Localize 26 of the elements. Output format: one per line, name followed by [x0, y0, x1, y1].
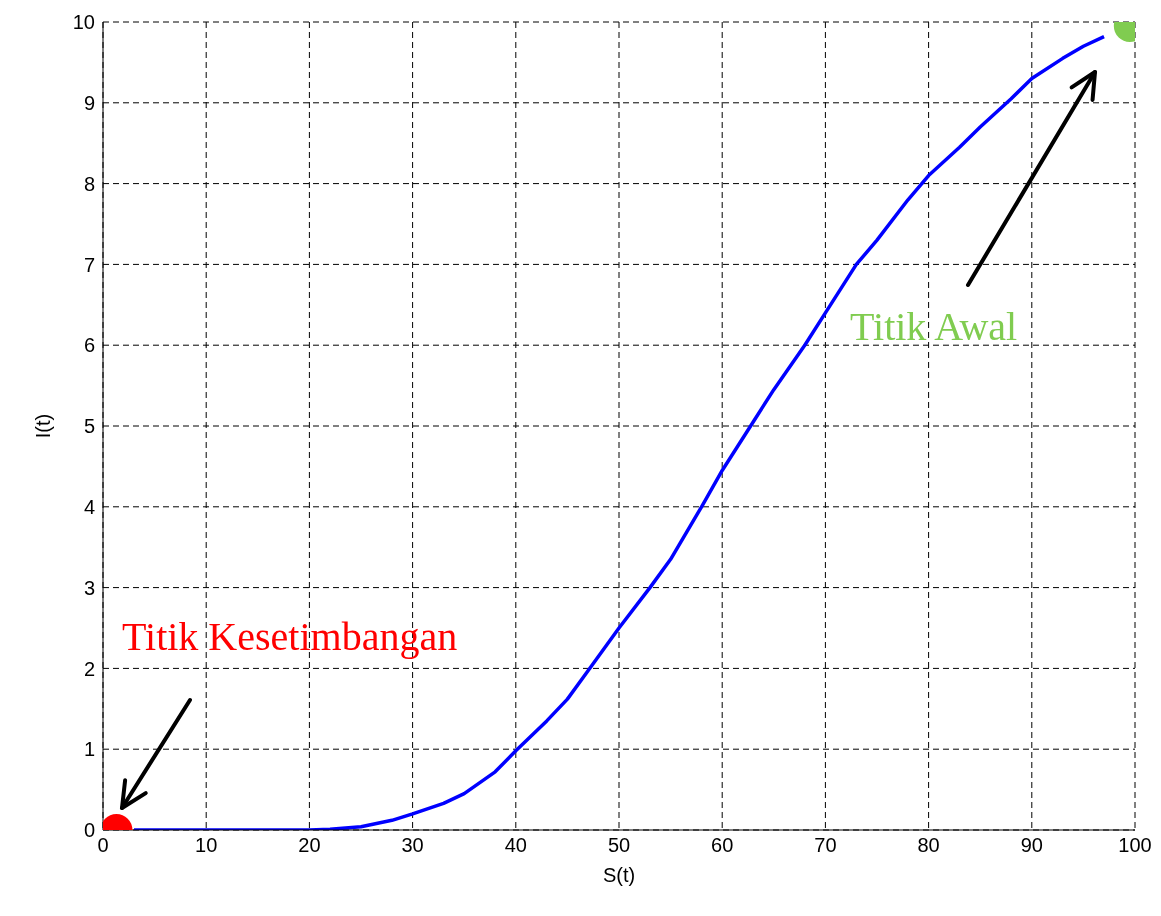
- x-tick-label: 30: [401, 834, 424, 857]
- x-tick-label: 60: [711, 834, 734, 857]
- y-axis-title: I(t): [32, 413, 55, 439]
- x-tick-label: 10: [195, 834, 218, 857]
- y-tick-label: 8: [83, 172, 95, 195]
- y-tick-label: 5: [83, 415, 95, 438]
- y-tick-label: 10: [72, 11, 95, 34]
- annotation: Titik Kesetimbangan: [122, 614, 458, 659]
- x-tick-label: 100: [1118, 834, 1152, 857]
- x-tick-label: 90: [1020, 834, 1043, 857]
- x-tick-label: 80: [917, 834, 940, 857]
- y-tick-label: 4: [83, 495, 95, 518]
- y-tick-label: 3: [83, 576, 95, 599]
- x-tick-label: 20: [298, 834, 321, 857]
- x-tick-label: 50: [607, 834, 631, 857]
- x-tick-label: 70: [814, 834, 837, 857]
- annotation: Titik Awal: [850, 304, 1018, 349]
- y-tick-label: 9: [83, 91, 95, 114]
- y-tick-label: 6: [83, 334, 95, 357]
- y-tick-label: 0: [83, 819, 95, 842]
- x-tick-label: 40: [504, 834, 527, 857]
- y-tick-label: 2: [83, 657, 95, 680]
- y-tick-label: 7: [83, 253, 95, 276]
- y-tick-label: 1: [83, 738, 95, 761]
- x-tick-label: 0: [97, 834, 109, 857]
- x-axis-title: S(t): [602, 864, 636, 886]
